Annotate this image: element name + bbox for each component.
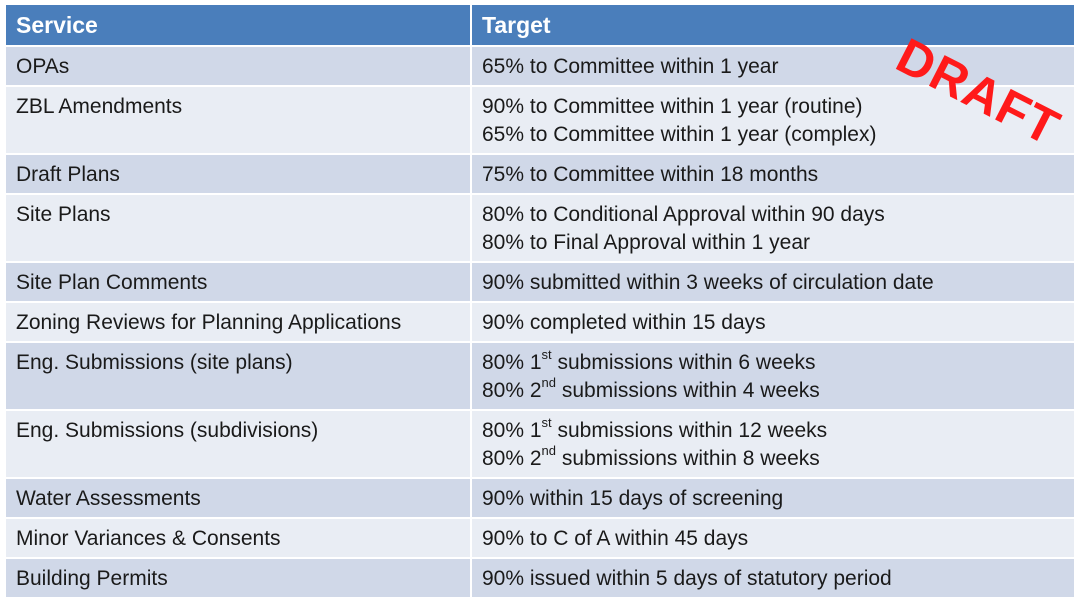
table-row: Zoning Reviews for Planning Applications… <box>4 301 1076 343</box>
target-column-header: Target <box>470 3 1076 47</box>
service-cell: Site Plans <box>4 193 472 263</box>
target-line: 80% 1st submissions within 12 weeks <box>482 415 828 442</box>
target-cell: 90% completed within 15 days <box>470 301 1076 343</box>
table-row: Eng. Submissions (site plans) 80% 1st su… <box>4 341 1076 411</box>
service-cell: Eng. Submissions (site plans) <box>4 341 472 411</box>
target-line: 80% to Conditional Approval within 90 da… <box>482 203 885 226</box>
target-cell: 90% to Committee within 1 year (routine)… <box>470 85 1076 155</box>
table-row: Water Assessments 90% within 15 days of … <box>4 477 1076 519</box>
target-line: 80% 2nd submissions within 4 weeks <box>482 375 820 402</box>
service-column-header: Service <box>4 3 472 47</box>
service-cell: ZBL Amendments <box>4 85 472 155</box>
table-row: Eng. Submissions (subdivisions) 80% 1st … <box>4 409 1076 479</box>
target-line: 90% to C of A within 45 days <box>482 527 749 550</box>
service-cell: Building Permits <box>4 557 472 599</box>
service-cell: Site Plan Comments <box>4 261 472 303</box>
target-line: 80% 2nd submissions within 8 weeks <box>482 443 820 470</box>
target-cell: 90% submitted within 3 weeks of circulat… <box>470 261 1076 303</box>
service-cell: OPAs <box>4 45 472 87</box>
target-cell: 90% to C of A within 45 days <box>470 517 1076 559</box>
table-row: Draft Plans 75% to Committee within 18 m… <box>4 153 1076 195</box>
service-cell: Zoning Reviews for Planning Applications <box>4 301 472 343</box>
service-cell: Eng. Submissions (subdivisions) <box>4 409 472 479</box>
target-cell: 90% within 15 days of screening <box>470 477 1076 519</box>
target-cell: 75% to Committee within 18 months <box>470 153 1076 195</box>
service-targets-table: Service Target OPAs 65% to Committee wit… <box>4 3 1076 599</box>
service-cell: Water Assessments <box>4 477 472 519</box>
table-row: OPAs 65% to Committee within 1 year <box>4 45 1076 87</box>
table-row: Site Plans 80% to Conditional Approval w… <box>4 193 1076 263</box>
target-line: 90% issued within 5 days of statutory pe… <box>482 567 892 590</box>
table-row: Minor Variances & Consents 90% to C of A… <box>4 517 1076 559</box>
service-cell: Minor Variances & Consents <box>4 517 472 559</box>
target-line: 65% to Committee within 1 year <box>482 55 779 78</box>
target-line: 90% completed within 15 days <box>482 311 766 334</box>
target-line: 65% to Committee within 1 year (complex) <box>482 123 877 146</box>
target-line: 80% 1st submissions within 6 weeks <box>482 347 816 374</box>
target-cell: 80% 1st submissions within 6 weeks 80% 2… <box>470 341 1076 411</box>
target-cell: 65% to Committee within 1 year <box>470 45 1076 87</box>
table-header-row: Service Target <box>4 3 1076 47</box>
target-line: 90% to Committee within 1 year (routine) <box>482 95 863 118</box>
table-row: Site Plan Comments 90% submitted within … <box>4 261 1076 303</box>
target-line: 90% within 15 days of screening <box>482 487 784 510</box>
table-row: Building Permits 90% issued within 5 day… <box>4 557 1076 599</box>
table-row: ZBL Amendments 90% to Committee within 1… <box>4 85 1076 155</box>
target-line: 80% to Final Approval within 1 year <box>482 231 811 254</box>
target-cell: 80% 1st submissions within 12 weeks 80% … <box>470 409 1076 479</box>
target-cell: 90% issued within 5 days of statutory pe… <box>470 557 1076 599</box>
target-line: 90% submitted within 3 weeks of circulat… <box>482 271 934 294</box>
target-line: 75% to Committee within 18 months <box>482 163 819 186</box>
service-cell: Draft Plans <box>4 153 472 195</box>
target-cell: 80% to Conditional Approval within 90 da… <box>470 193 1076 263</box>
